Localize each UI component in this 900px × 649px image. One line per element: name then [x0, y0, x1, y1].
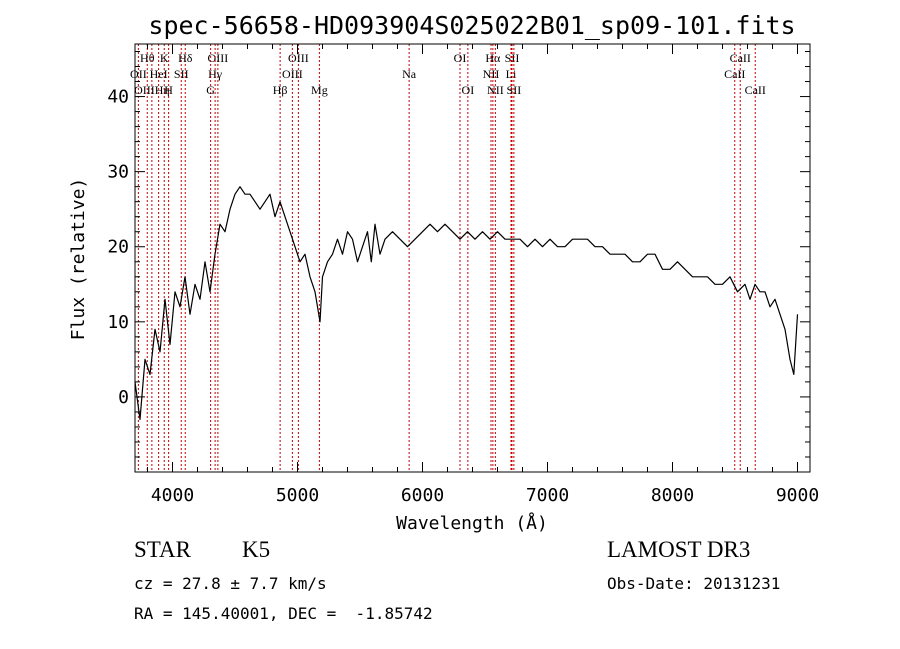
x-tick-label-5000: 5000: [276, 485, 319, 506]
spectral-line-label-16: OI: [454, 51, 467, 65]
spectral-line-label-24: CaII: [730, 51, 751, 65]
x-tick-label-9000: 9000: [776, 485, 819, 506]
spectral-line-label-5: SII: [174, 67, 189, 81]
y-axis-label: Flux (relative): [68, 178, 89, 341]
spectral-line-label-20: NII: [483, 67, 500, 81]
spectral-line-label-11: Hβ: [273, 83, 288, 97]
spectral-line-label-26: CaII: [745, 83, 766, 97]
spectral-line-label-22: NII: [487, 83, 504, 97]
y-tick-label-30: 30: [107, 162, 129, 183]
spectral-line-label-14: Mg: [311, 83, 328, 97]
redshift-text: cz = 27.8 ± 7.7 km/s: [134, 574, 327, 593]
spectral-line-label-3: K: [160, 51, 169, 65]
y-tick-label-40: 40: [107, 87, 129, 108]
y-tick-label-0: 0: [118, 387, 129, 408]
spectral-line-label-10: G: [206, 83, 215, 97]
spectral-line-label-23: SII: [507, 83, 522, 97]
spectral-line-label-0: Hθ: [140, 51, 155, 65]
spectral-line-label-12: OIII: [288, 51, 309, 65]
spectral-line-label-7: Hδ: [178, 51, 193, 65]
object-subclass: K5: [242, 537, 271, 562]
x-tick-label-6000: 6000: [401, 485, 444, 506]
spectral-line-label-2: OIIIHη: [134, 83, 170, 97]
x-tick-label-7000: 7000: [526, 485, 569, 506]
coordinates-text: RA = 145.40001, DEC = -1.85742: [134, 604, 433, 623]
spectral-line-label-9: Hγ: [208, 67, 223, 81]
chart-title: spec-56658-HD093904S025022B01_sp09-101.f…: [148, 11, 795, 40]
y-tick-label-10: 10: [107, 312, 129, 333]
object-class: STAR: [134, 537, 191, 562]
spectrum-series-0: [134, 186, 799, 420]
spectral-line-label-8: OIII: [208, 51, 229, 65]
spectral-line-label-15: Na: [402, 67, 417, 81]
x-tick-label-8000: 8000: [651, 485, 694, 506]
spectral-line-label-4: HeI: [150, 67, 168, 81]
plot-frame: [134, 43, 811, 473]
spectral-line-label-25: CaII: [724, 67, 745, 81]
spectral-line-label-1: OII: [130, 67, 147, 81]
spectral-line-label-17: OI: [462, 83, 475, 97]
spectral-line-label-21: Li: [506, 67, 517, 81]
y-tick-label-20: 20: [107, 237, 129, 258]
obs-date-text: Obs-Date: 20131231: [607, 574, 781, 593]
spectral-line-label-18: Hα: [485, 51, 501, 65]
x-tick-label-4000: 4000: [151, 485, 194, 506]
survey-name: LAMOST DR3: [607, 537, 751, 562]
x-axis-label: Wavelength (Å): [396, 512, 548, 534]
spectral-line-label-13: OIII: [282, 67, 303, 81]
spectral-line-label-6: H: [164, 83, 173, 97]
spectral-line-label-19: SII: [505, 51, 520, 65]
